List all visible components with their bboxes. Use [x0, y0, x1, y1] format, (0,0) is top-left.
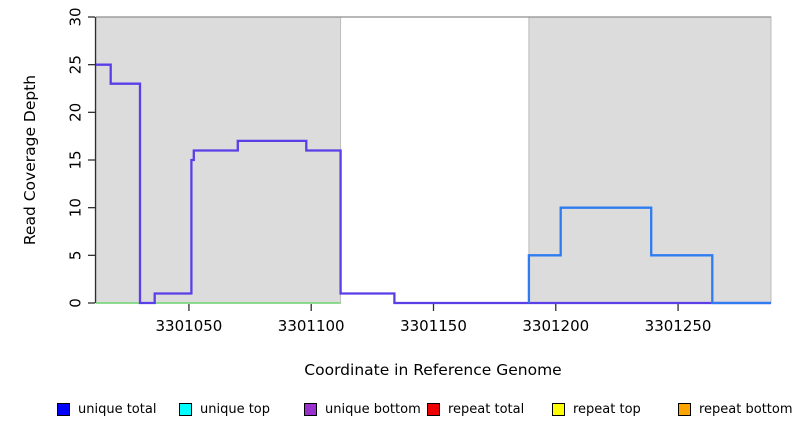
legend-item-repeat-bottom: repeat bottom [678, 401, 792, 417]
legend-item-repeat-top: repeat top [552, 401, 641, 417]
x-tick-label: 3301100 [278, 317, 345, 335]
legend-label: repeat bottom [699, 401, 792, 417]
legend-item-repeat-total: repeat total [427, 401, 525, 417]
x-axis-title: Coordinate in Reference Genome [304, 361, 562, 379]
x-tick-label: 3301150 [400, 317, 467, 335]
legend-item-unique-bottom: unique bottom [304, 401, 421, 417]
x-tick-label: 3301050 [156, 317, 223, 335]
legend-swatch-icon [552, 402, 565, 416]
legend-swatch-icon [304, 402, 317, 416]
legend-label: unique bottom [325, 401, 421, 417]
y-tick-label: 5 [67, 251, 85, 261]
legend-label: unique total [78, 401, 157, 417]
legend-item-unique-total: unique total [57, 401, 157, 417]
y-tick-label: 0 [67, 298, 85, 308]
y-tick-label: 20 [67, 103, 85, 122]
x-tick-label: 3301250 [645, 317, 712, 335]
legend-swatch-icon [427, 402, 440, 416]
series-line-unique-coverage-left-violet [96, 63, 771, 305]
x-tick-label: 3301200 [522, 317, 589, 335]
y-tick-label: 15 [67, 150, 85, 169]
y-tick-label: 25 [67, 55, 85, 74]
legend-swatch-icon [678, 402, 691, 416]
legend-item-unique-top: unique top [179, 401, 271, 417]
shaded-region [95, 16, 342, 304]
series-line-unique-coverage-right-blue [527, 206, 771, 305]
legend-swatch-icon [57, 402, 70, 416]
shaded-region [528, 16, 772, 304]
y-tick-label: 30 [67, 7, 85, 26]
legend-label: repeat total [448, 401, 525, 417]
y-tick-label: 10 [67, 198, 85, 217]
legend-label: unique top [200, 401, 271, 417]
legend-swatch-icon [179, 402, 192, 416]
legend-label: repeat top [573, 401, 641, 417]
